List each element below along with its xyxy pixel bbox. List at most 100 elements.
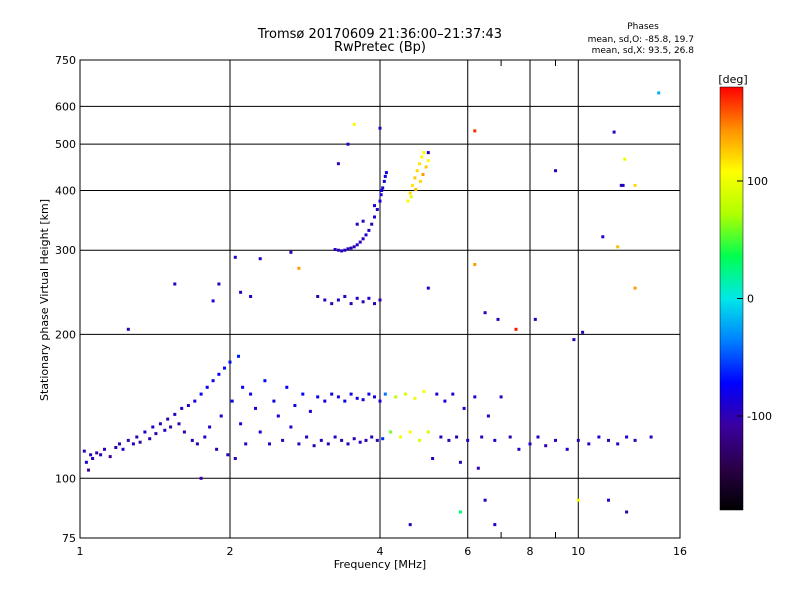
data-point <box>378 199 382 203</box>
data-point <box>89 453 93 457</box>
data-point <box>312 444 316 448</box>
data-point <box>633 438 637 442</box>
data-point <box>199 392 203 396</box>
data-point <box>208 425 212 429</box>
data-point <box>126 438 130 442</box>
data-point <box>528 442 532 446</box>
data-point <box>233 255 237 259</box>
data-point <box>108 455 112 459</box>
data-point <box>473 129 477 133</box>
data-point <box>426 430 430 434</box>
data-point <box>323 298 327 302</box>
data-point <box>308 409 312 413</box>
data-point <box>173 282 177 286</box>
colorbar-tick-label: 100 <box>747 175 768 188</box>
y-tick-label: 500 <box>55 138 76 151</box>
grid-lines <box>80 60 680 538</box>
data-point <box>355 296 359 300</box>
y-tick-label: 200 <box>55 328 76 341</box>
data-point <box>211 299 215 303</box>
colorbar-tick-label: -100 <box>747 410 772 423</box>
data-point <box>418 162 421 166</box>
data-point <box>118 442 121 446</box>
data-point <box>346 247 350 251</box>
data-point <box>346 142 350 146</box>
data-point <box>305 435 309 439</box>
data-point <box>163 428 167 432</box>
data-point <box>361 300 365 304</box>
data-point <box>349 246 353 250</box>
data-point <box>384 171 388 175</box>
x-axis-ticks: 1 2 4 6 8 10 16 <box>77 545 688 558</box>
data-point <box>408 430 412 434</box>
y-tick-label: 600 <box>55 100 76 113</box>
data-point <box>458 510 462 514</box>
data-point <box>381 437 385 441</box>
data-point <box>486 414 490 418</box>
data-point <box>406 199 410 203</box>
data-point <box>619 183 623 187</box>
data-point <box>576 438 580 442</box>
data-point <box>383 174 387 178</box>
data-point <box>375 208 379 211</box>
data-point <box>138 440 142 444</box>
x-tick-label: 8 <box>527 545 534 558</box>
data-point <box>316 395 320 399</box>
colorbar-label: [deg] <box>718 73 747 86</box>
data-point <box>352 122 356 126</box>
data-point <box>239 422 243 426</box>
data-point <box>237 354 240 358</box>
data-point <box>633 286 637 290</box>
y-tick-label: 300 <box>55 244 76 257</box>
data-point <box>426 151 430 155</box>
data-point <box>228 360 232 364</box>
data-point <box>241 385 245 389</box>
data-point <box>95 451 99 455</box>
data-point <box>352 437 356 441</box>
y-axis-ticks: 75 100 200 300 400 500 600 750 <box>55 54 76 545</box>
data-point <box>587 442 591 446</box>
data-point <box>496 317 500 321</box>
data-point <box>336 162 340 166</box>
data-point <box>249 295 253 298</box>
data-point <box>195 442 199 446</box>
data-point <box>373 215 376 219</box>
data-point <box>607 498 610 502</box>
data-point <box>493 523 497 527</box>
stats-line-o: mean, sd,O: -85.8, 19.7 <box>588 35 694 45</box>
data-point <box>657 91 661 95</box>
data-point <box>451 392 455 396</box>
data-point <box>508 435 512 439</box>
data-point <box>361 219 365 223</box>
data-point <box>379 193 383 197</box>
data-point <box>268 442 271 446</box>
data-point <box>349 392 353 396</box>
data-point <box>418 179 422 183</box>
data-point <box>649 435 653 439</box>
data-point <box>217 282 221 286</box>
data-point <box>361 398 365 402</box>
data-point <box>336 298 340 302</box>
data-point <box>254 406 257 410</box>
data-point <box>422 389 426 393</box>
data-point <box>186 404 190 407</box>
data-point <box>346 442 350 446</box>
y-tick-label: 75 <box>62 532 76 545</box>
data-point <box>413 176 417 180</box>
data-point <box>415 169 419 173</box>
data-point <box>462 406 466 410</box>
data-point <box>349 302 353 306</box>
data-point <box>297 266 301 270</box>
data-point <box>607 438 610 442</box>
data-point <box>616 245 620 249</box>
x-tick-label: 4 <box>377 545 384 558</box>
data-point <box>272 399 276 403</box>
data-point <box>297 442 301 446</box>
data-point <box>389 430 393 434</box>
data-point <box>151 425 155 429</box>
data-point <box>554 169 557 173</box>
data-point <box>418 438 421 442</box>
x-tick-label: 16 <box>673 545 687 558</box>
colorbar-tick-label: 0 <box>747 293 754 306</box>
stats-heading: Phases <box>627 22 659 32</box>
